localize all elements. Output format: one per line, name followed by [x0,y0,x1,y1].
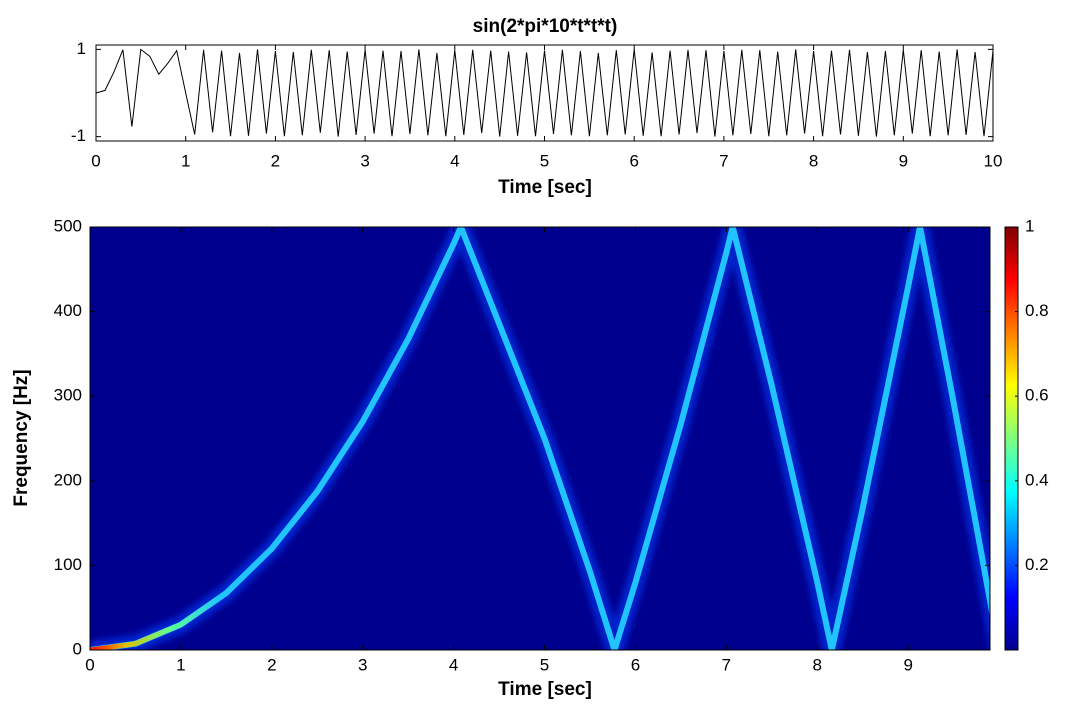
colorbar [1004,226,1019,651]
x-tick-label: 3 [360,151,369,170]
axes-frame [95,44,994,142]
x-tick-label: 5 [540,151,549,170]
x-tick-label: 4 [450,151,459,170]
y-tick-label: 0 [73,639,82,658]
y-tick-label: 200 [54,470,82,489]
x-tick-label: 10 [984,151,1003,170]
colorbar-tick-label: 0.8 [1025,301,1049,320]
colorbar-tick-label: 0.6 [1025,386,1049,405]
x-tick-label: 2 [267,655,276,674]
x-axis-label: Time [sec] [498,177,592,198]
y-tick-label: 1 [77,39,86,58]
x-tick-label: 0 [91,151,100,170]
x-tick-label: 9 [899,151,908,170]
ridge-group [90,227,990,650]
y-tick-label: 100 [54,555,82,574]
x-tick-label: 7 [719,151,728,170]
x-tick-label: 9 [903,655,912,674]
y-tick-label: -1 [71,126,86,145]
x-tick-label: 6 [629,151,638,170]
x-axis-label: Time [sec] [498,679,592,700]
x-tick-label: 7 [722,655,731,674]
ridge [90,227,990,650]
y-tick-label: 500 [54,216,82,235]
axes-frame [89,226,991,651]
x-tick-label: 0 [85,655,94,674]
chart-title: sin(2*pi*10*t*t*t) [473,16,618,37]
x-tick-label: 5 [540,655,549,674]
colorbar-tick-label: 0.4 [1025,470,1049,489]
x-tick-label: 8 [813,655,822,674]
x-tick-label: 1 [176,655,185,674]
signal-line [95,48,994,137]
x-tick-label: 6 [631,655,640,674]
x-tick-label: 1 [181,151,190,170]
x-tick-label: 8 [809,151,818,170]
colorbar-tick-label: 1 [1025,216,1034,235]
y-tick-label: 300 [54,386,82,405]
x-tick-label: 3 [358,655,367,674]
y-axis-label: Frequency [Hz] [11,369,32,506]
x-tick-label: 2 [271,151,280,170]
y-tick-label: 400 [54,301,82,320]
x-tick-label: 4 [449,655,458,674]
colorbar-tick-label: 0.2 [1025,555,1049,574]
